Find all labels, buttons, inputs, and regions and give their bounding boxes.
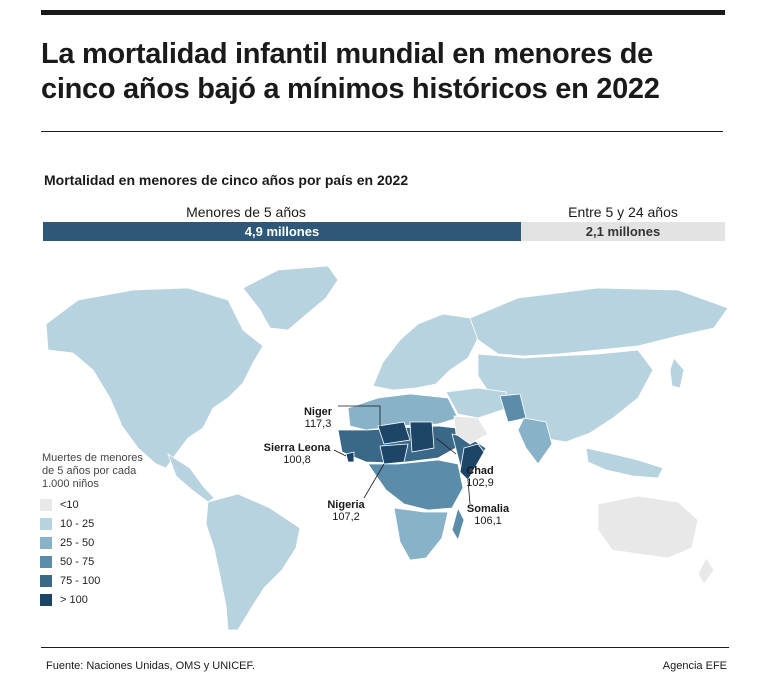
niger-leader bbox=[338, 405, 381, 426]
legend-swatch bbox=[40, 537, 52, 549]
bar-segment-under5: 4,9 millones bbox=[43, 222, 521, 241]
callout-chad: Chad 102,9 bbox=[462, 465, 498, 489]
page-title: La mortalidad infantil mundial en menore… bbox=[41, 37, 731, 107]
chad-leader bbox=[435, 437, 457, 455]
legend-label: 25 - 50 bbox=[60, 537, 95, 549]
legend-label: <10 bbox=[60, 499, 79, 511]
greenland bbox=[242, 265, 339, 331]
sierra-leone-leader bbox=[333, 449, 347, 457]
russia bbox=[469, 287, 728, 357]
bar-label-under5: Menores de 5 años bbox=[186, 204, 306, 220]
legend-swatch bbox=[40, 499, 52, 511]
sierra-leone-shape bbox=[345, 451, 355, 463]
somalia-leader bbox=[467, 479, 471, 505]
callout-chad-name: Chad bbox=[466, 465, 494, 477]
legend-item-75-100: 75 - 100 bbox=[40, 574, 100, 588]
callout-sierra-leone-value: 100,8 bbox=[283, 454, 311, 466]
world-map bbox=[45, 265, 728, 631]
source-note: Fuente: Naciones Unidas, OMS y UNICEF. bbox=[46, 660, 256, 672]
callout-somalia-value: 106,1 bbox=[474, 515, 502, 527]
title-divider bbox=[41, 131, 723, 132]
legend-item-25-50: 25 - 50 bbox=[40, 536, 94, 550]
callout-nigeria: Nigeria 107,2 bbox=[320, 499, 372, 523]
legend-label: 75 - 100 bbox=[60, 575, 101, 587]
legend-item-50-75: 50 - 75 bbox=[40, 555, 94, 569]
chad-shape bbox=[409, 421, 435, 453]
legend-item-10-25: 10 - 25 bbox=[40, 517, 94, 531]
callout-niger-name: Niger bbox=[303, 406, 333, 418]
legend-label: 10 - 25 bbox=[60, 518, 95, 530]
niger-shape bbox=[377, 421, 411, 445]
central-america bbox=[167, 453, 215, 503]
africa-south bbox=[393, 507, 449, 561]
top-rule bbox=[41, 10, 725, 15]
japan bbox=[669, 357, 685, 389]
callout-nigeria-value: 107,2 bbox=[332, 511, 360, 523]
callout-chad-value: 102,9 bbox=[466, 477, 494, 489]
title-line-2: cinco años bajó a mínimos históricos en … bbox=[41, 73, 660, 105]
callout-niger: Niger 117,3 bbox=[298, 406, 338, 430]
legend-title-line-1: Muertes de menores bbox=[42, 452, 143, 464]
legend-title: Muertes de menores de 5 años por cada 1.… bbox=[42, 452, 172, 491]
agency-credit: Agencia EFE bbox=[662, 660, 727, 672]
new-zealand bbox=[697, 557, 715, 585]
callout-nigeria-name: Nigeria bbox=[327, 499, 365, 511]
legend-label: 50 - 75 bbox=[60, 556, 95, 568]
bar-segment-5to24: 2,1 millones bbox=[521, 222, 725, 241]
legend-label: > 100 bbox=[60, 594, 88, 606]
title-line-1: La mortalidad infantil mundial en menore… bbox=[41, 38, 654, 70]
nigeria-shape bbox=[379, 443, 409, 465]
madagascar bbox=[451, 506, 465, 541]
footer-divider bbox=[41, 647, 729, 648]
africa-central bbox=[367, 459, 464, 511]
legend-swatch bbox=[40, 556, 52, 568]
callout-niger-value: 117,3 bbox=[304, 418, 332, 430]
legend-swatch bbox=[40, 518, 52, 530]
legend-swatch bbox=[40, 575, 52, 587]
africa-north bbox=[347, 393, 459, 431]
map-subtitle: Mortalidad en menores de cinco años por … bbox=[44, 172, 409, 188]
north-america bbox=[45, 287, 264, 469]
europe bbox=[372, 313, 479, 391]
callout-sierra-leone-name: Sierra Leona bbox=[263, 442, 331, 454]
india bbox=[517, 417, 553, 465]
callout-sierra-leone: Sierra Leona 100,8 bbox=[258, 442, 336, 466]
legend-title-line-2: de 5 años por cada bbox=[42, 465, 137, 477]
callout-somalia: Somalia 106,1 bbox=[462, 503, 514, 527]
callout-somalia-name: Somalia bbox=[466, 503, 510, 515]
south-america bbox=[205, 493, 301, 631]
legend-item-lt10: <10 bbox=[40, 498, 79, 512]
legend-item-gt100: > 100 bbox=[40, 593, 88, 607]
somalia-shape bbox=[459, 443, 485, 481]
australia bbox=[597, 495, 699, 559]
bar-label-5to24: Entre 5 y 24 años bbox=[568, 204, 678, 220]
legend-title-line-3: 1.000 niños bbox=[42, 478, 99, 490]
legend-swatch bbox=[40, 594, 52, 606]
nigeria-leader bbox=[363, 463, 385, 499]
arabia bbox=[453, 415, 489, 445]
southeast-asia bbox=[585, 447, 664, 479]
